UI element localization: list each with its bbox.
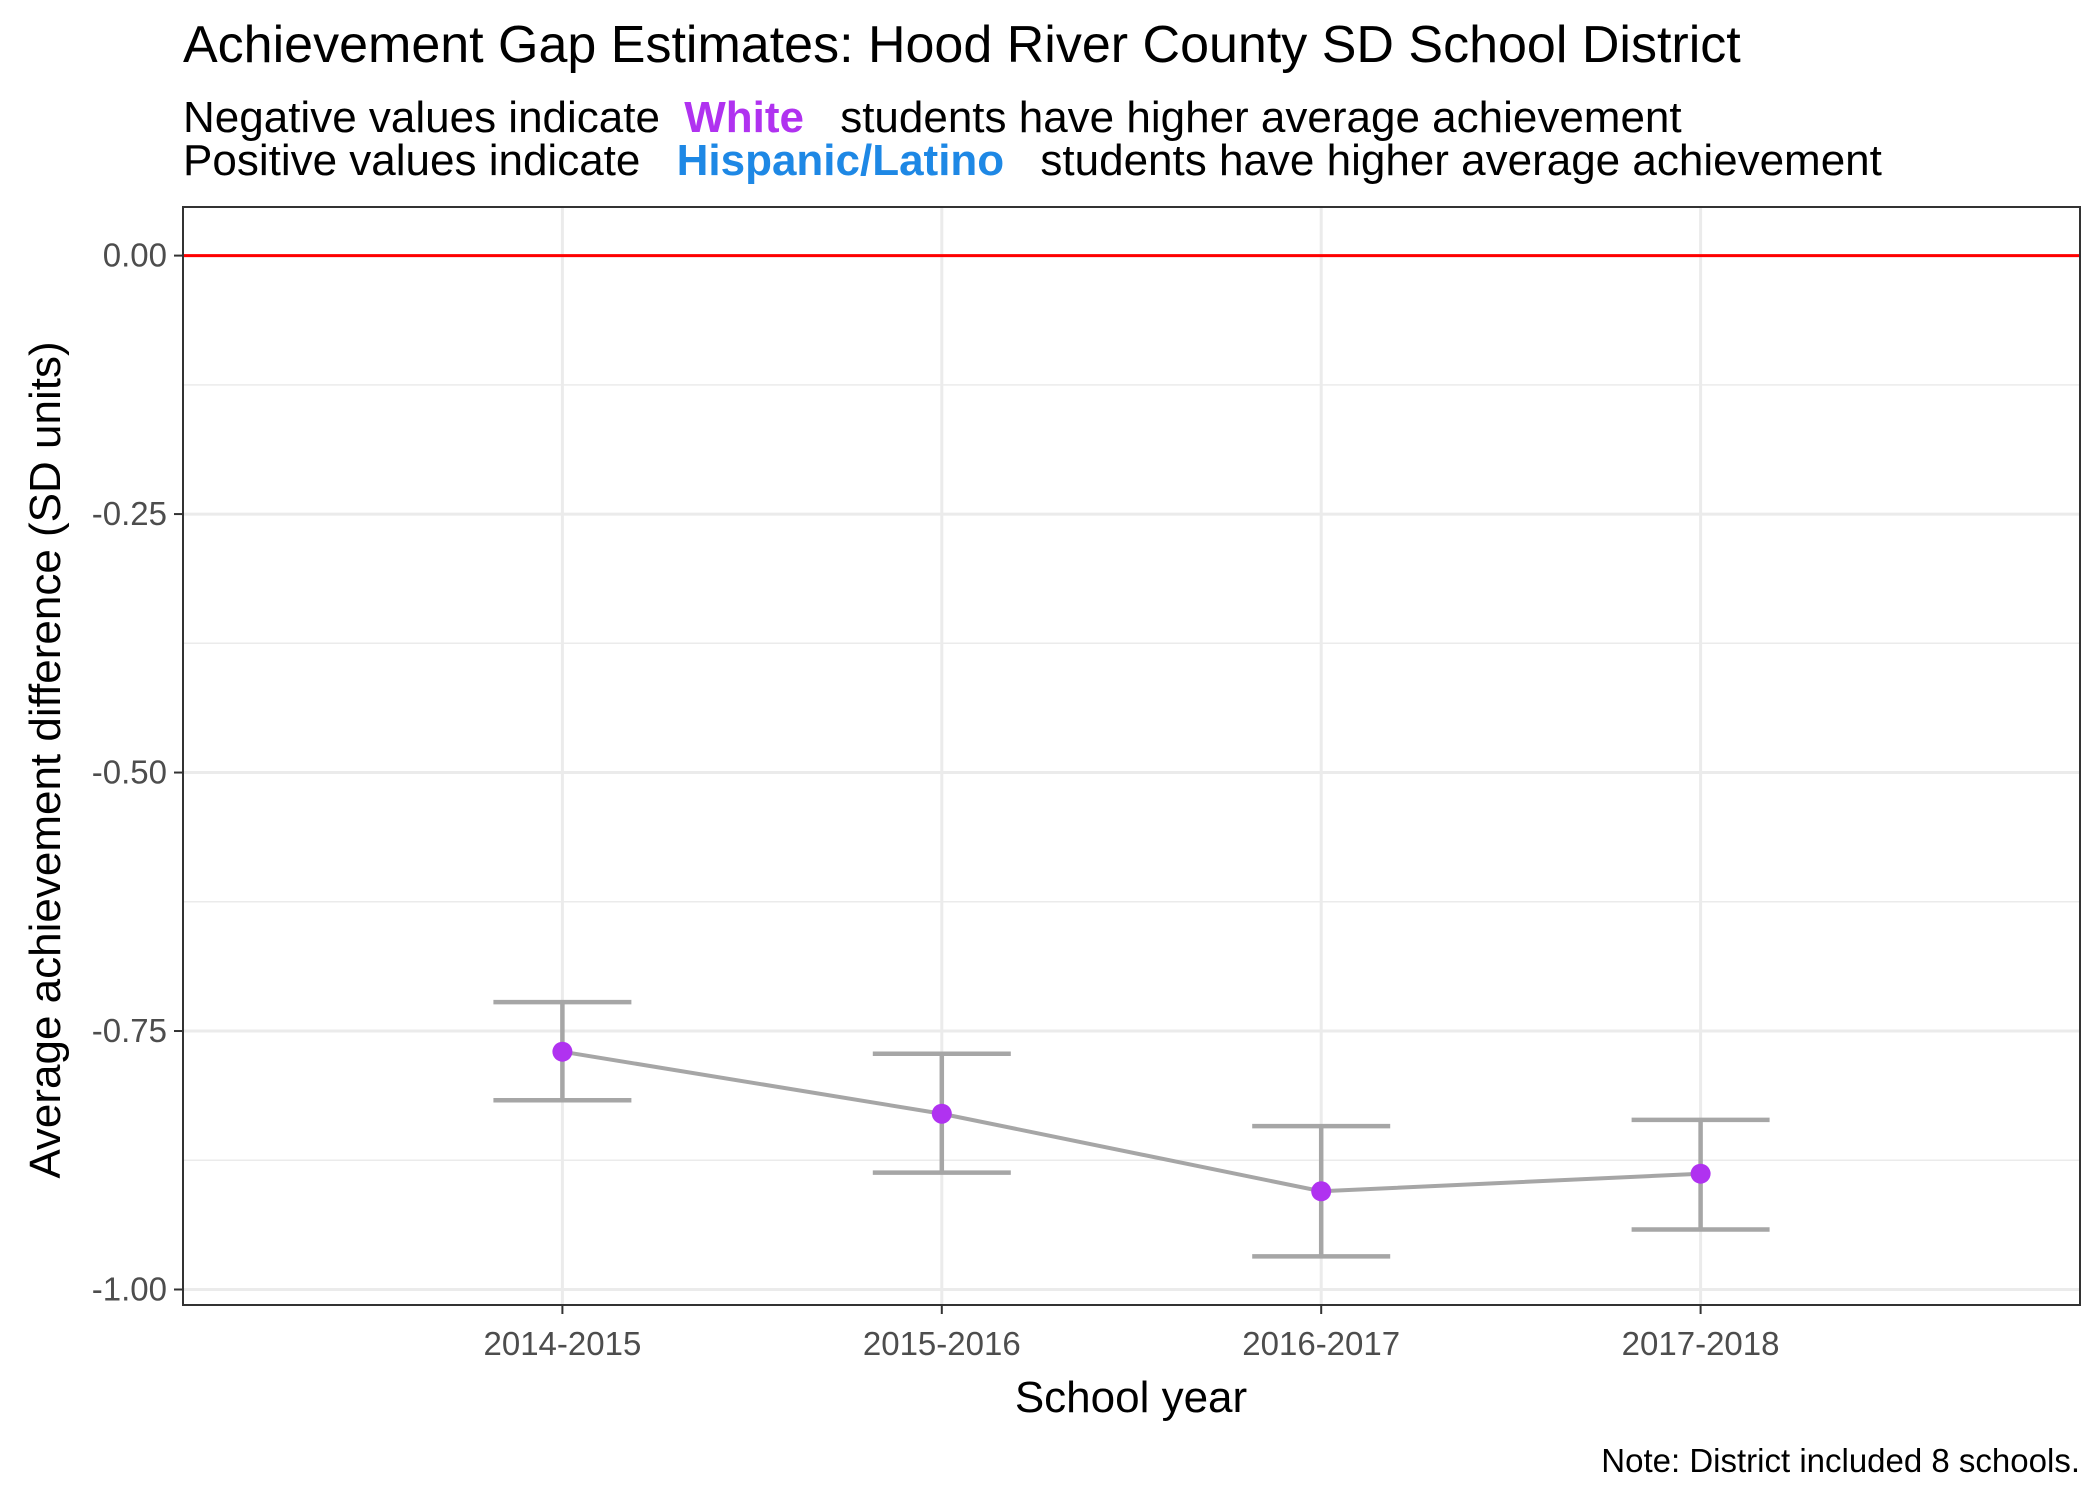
y-tick-label: -0.75 xyxy=(92,1012,167,1049)
y-tick-label: -0.50 xyxy=(92,754,167,791)
subtitle-2-before: Positive values indicate xyxy=(183,136,640,185)
y-axis-ticks: 0.00 -0.25 -0.50 -0.75 -1.00 xyxy=(92,237,183,1307)
subtitle-2-after: students have higher average achievement xyxy=(1040,136,1881,185)
chart-title: Achievement Gap Estimates: Hood River Co… xyxy=(183,16,1741,74)
data-point xyxy=(1311,1181,1332,1202)
subtitle-1-before: Negative values indicate xyxy=(183,93,660,142)
y-tick-label: -0.25 xyxy=(92,495,167,532)
caption: Note: District included 8 schools. xyxy=(1601,1442,2080,1479)
series-line xyxy=(562,1049,1701,1194)
subtitle-line-1: Negative values indicate White students … xyxy=(183,93,1682,142)
x-axis-title: School year xyxy=(1015,1373,1247,1422)
y-axis-title: Average achievement difference (SD units… xyxy=(21,341,70,1178)
panel-border xyxy=(182,206,2081,1306)
subtitle-2-group: Hispanic/Latino xyxy=(677,136,1005,185)
y-tick-label: 0.00 xyxy=(103,237,167,274)
x-tick-label: 2016-2017 xyxy=(1242,1325,1400,1362)
x-tick-label: 2014-2015 xyxy=(483,1325,641,1362)
data-point xyxy=(931,1103,952,1124)
subtitle-line-2: Positive values indicate Hispanic/Latino… xyxy=(183,136,1882,185)
data-point xyxy=(552,1041,573,1062)
x-axis-ticks: 2014-2015 2015-2016 2016-2017 2017-2018 xyxy=(483,1305,1780,1362)
subtitle-1-after: students have higher average achievement xyxy=(840,93,1681,142)
subtitle-1-group: White xyxy=(684,93,804,142)
data-point xyxy=(1690,1163,1711,1184)
y-tick-label: -1.00 xyxy=(92,1270,167,1307)
x-tick-label: 2017-2018 xyxy=(1622,1325,1780,1362)
grid xyxy=(183,207,2080,1305)
x-tick-label: 2015-2016 xyxy=(863,1325,1021,1362)
series-layer xyxy=(493,999,1770,1259)
